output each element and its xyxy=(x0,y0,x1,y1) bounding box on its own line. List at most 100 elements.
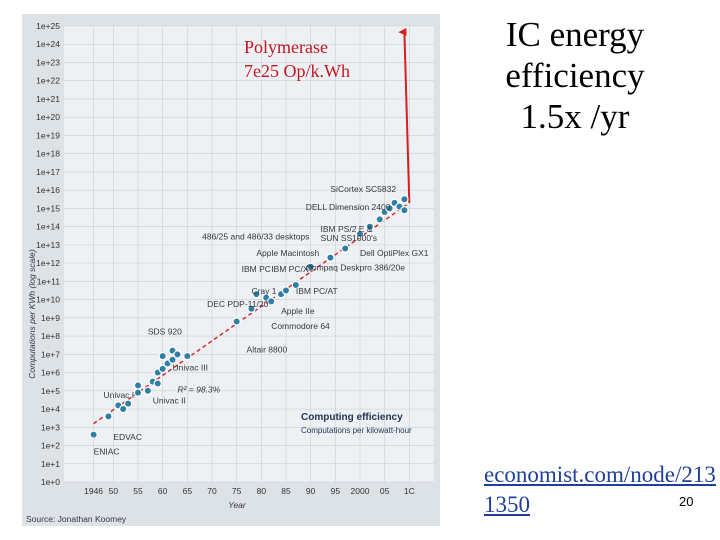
y-tick-label: 1e+25 xyxy=(36,21,60,31)
point-annotation: EDVAC xyxy=(113,432,142,442)
y-tick-label: 1e+11 xyxy=(37,276,61,286)
data-point xyxy=(123,399,133,408)
data-point xyxy=(375,215,384,224)
y-tick-label: 1e+9 xyxy=(41,313,60,323)
y-tick-label: 1e+0 xyxy=(41,477,60,487)
trend-line xyxy=(93,202,410,425)
x-tick-label: 60 xyxy=(158,486,168,496)
data-point xyxy=(183,351,192,361)
data-point xyxy=(133,381,143,390)
x-tick-label: 2000 xyxy=(351,486,370,496)
point-annotation: SUN SS1000's xyxy=(321,233,377,243)
point-annotation: Univac I xyxy=(103,390,134,400)
y-tick-label: 1e+10 xyxy=(36,295,60,305)
y-tick-label: 1e+21 xyxy=(36,94,60,104)
data-point xyxy=(168,355,177,364)
data-point xyxy=(143,386,153,395)
y-axis-ticks: 1e+0 1e+1 1e+2 1e+3 1e+4 1e+5 1e+6 1e+7 1e+8 1e+9… xyxy=(36,21,60,487)
point-annotation: Univac II xyxy=(153,396,186,406)
data-point xyxy=(158,364,167,374)
slide-number: 20 xyxy=(679,494,694,509)
data-point xyxy=(232,317,241,326)
point-annotation: Apple Macintosh xyxy=(256,248,319,258)
point-annotation: Cray 1 xyxy=(251,286,276,296)
y-tick-label: 1e+18 xyxy=(36,149,60,159)
y-tick-label: 1e+23 xyxy=(36,57,60,67)
point-annotation: ENIAC xyxy=(94,447,120,457)
polymerase-label-line2: 7e25 Op/k.Wh xyxy=(244,61,350,81)
data-point xyxy=(365,222,375,231)
point-annotation: SDS 920 xyxy=(148,326,182,336)
source-note: Source: Jonathan Koomey xyxy=(26,514,127,524)
data-point xyxy=(306,262,315,271)
x-tick-label: 80 xyxy=(257,486,267,496)
y-tick-label: 1e+1 xyxy=(41,459,60,469)
computing-efficiency-chart: 1e+0 1e+1 1e+2 1e+3 1e+4 1e+5 1e+6 1e+7 1e+8 1e+9… xyxy=(22,14,440,526)
gridlines xyxy=(64,25,434,483)
source-link-line-1[interactable]: economist.com/node/213 xyxy=(484,462,716,487)
point-annotation: SiCortex SC5832 xyxy=(330,184,396,194)
y-tick-label: 1e+14 xyxy=(36,222,60,232)
data-points xyxy=(89,195,409,439)
data-point xyxy=(341,244,350,253)
x-axis-label: Year xyxy=(228,500,247,510)
slide-title: IC energy efficiency 1.5x /yr xyxy=(470,14,680,137)
source-link[interactable]: economist.com/node/213 1350 xyxy=(484,460,716,520)
y-axis-label: Computations per KWh (log scale) xyxy=(27,249,37,379)
y-tick-label: 1e+3 xyxy=(41,422,60,432)
x-tick-label: 85 xyxy=(281,486,291,496)
point-annotations: ENIAC EDVAC Univac I Univac II Univac III SDS… xyxy=(94,184,429,457)
slide-title-line-3: 1.5x /yr xyxy=(520,97,630,136)
y-tick-label: 1e+20 xyxy=(36,112,60,122)
y-tick-label: 1e+4 xyxy=(41,404,60,414)
chart-title: Computing efficiency xyxy=(301,412,403,423)
point-annotation: 486/25 and 486/33 desktops xyxy=(202,231,309,241)
polymerase-label-line1: Polymerase xyxy=(244,37,328,57)
point-annotation: IBM PS/2 E & xyxy=(321,224,373,234)
y-tick-label: 1e+5 xyxy=(41,386,60,396)
point-annotation: IBM PC/XT xyxy=(271,264,314,274)
slide-title-line-1: IC energy xyxy=(505,15,645,54)
data-point xyxy=(281,286,291,295)
data-point xyxy=(158,351,167,361)
slide-title-line-2: efficiency xyxy=(505,56,645,95)
data-point xyxy=(291,280,301,290)
data-point xyxy=(153,379,162,388)
y-tick-label: 1e+8 xyxy=(41,331,60,341)
x-tick-label: 55 xyxy=(133,486,143,496)
x-tick-label: 1C xyxy=(404,486,415,496)
y-tick-label: 1e+6 xyxy=(41,368,60,378)
data-point xyxy=(252,289,261,299)
point-annotation: DEC PDP-11/20 xyxy=(207,299,269,309)
y-tick-label: 1e+15 xyxy=(36,203,60,213)
data-point xyxy=(118,404,128,414)
trend-r-squared-label: R² = 98.3% xyxy=(177,385,220,395)
chart-subtitle: Computations per kilowatt-hour xyxy=(301,426,412,435)
x-tick-label: 65 xyxy=(183,486,193,496)
point-annotation: IBM PC xyxy=(242,264,271,274)
point-annotation: Dell OptiPlex GX1 xyxy=(360,248,429,258)
data-point xyxy=(247,304,256,313)
data-point xyxy=(104,412,113,421)
x-tick-label: 50 xyxy=(109,486,119,496)
y-tick-label: 1e+16 xyxy=(36,185,60,195)
data-point xyxy=(355,229,365,239)
source-link-line-2[interactable]: 1350 xyxy=(484,492,530,517)
x-tick-label: 95 xyxy=(331,486,341,496)
y-tick-label: 1e+19 xyxy=(36,130,60,140)
x-tick-label: 70 xyxy=(207,486,217,496)
point-annotation: Altair 8800 xyxy=(247,344,288,354)
x-tick-label: 05 xyxy=(380,486,390,496)
data-point xyxy=(385,204,394,213)
x-axis-ticks: 1946 50 55 60 65 70 75 80 85 90 95 2000 05 1C xyxy=(84,486,415,496)
y-tick-label: 1e+13 xyxy=(36,240,60,250)
y-tick-label: 1e+2 xyxy=(41,441,60,451)
data-point xyxy=(326,253,335,262)
y-tick-label: 1e+24 xyxy=(36,39,60,49)
x-tick-label: 1946 xyxy=(84,486,103,496)
data-point xyxy=(173,350,182,359)
data-point xyxy=(133,388,143,397)
x-tick-label: 75 xyxy=(232,486,242,496)
data-point xyxy=(266,297,276,306)
y-tick-label: 1e+12 xyxy=(36,258,60,268)
